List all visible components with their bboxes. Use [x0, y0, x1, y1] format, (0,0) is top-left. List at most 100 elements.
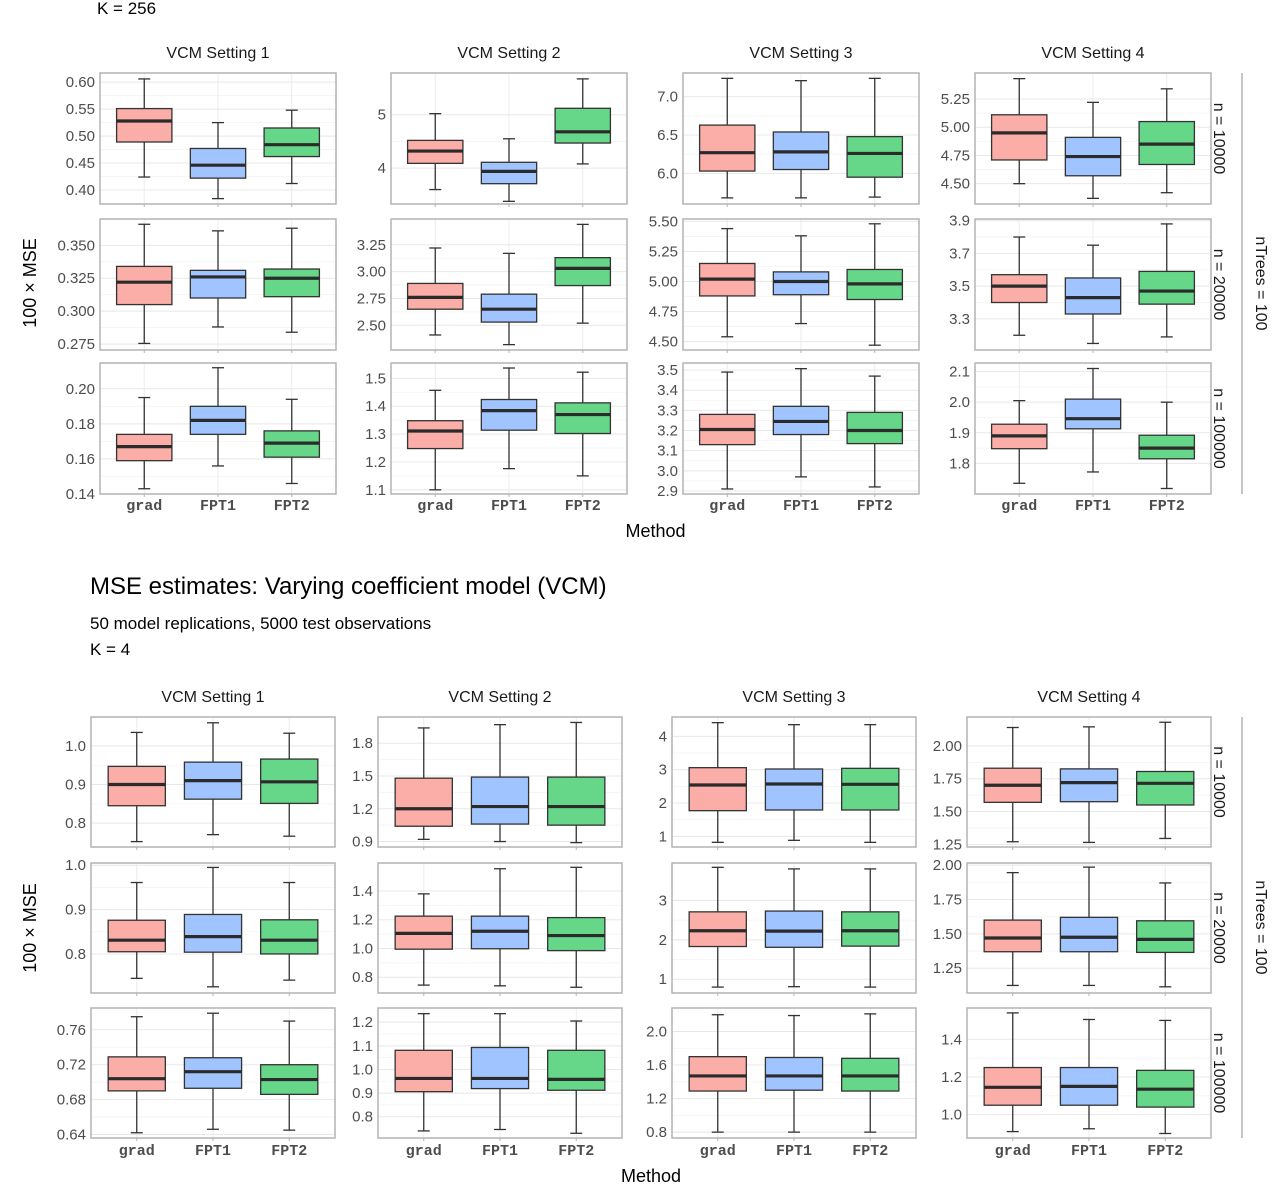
- box-fpt2: [263, 109, 321, 185]
- y-tick-label: 3.25: [357, 237, 386, 254]
- y-tick-label: 6.5: [657, 127, 678, 144]
- panel: 0.8 0.9 1.0: [65, 716, 336, 850]
- box-fpt2: [554, 223, 612, 324]
- facet-row-label: n = 10000: [1210, 103, 1227, 175]
- y-tick-label: 0.20: [66, 381, 95, 398]
- iqr-box: [983, 919, 1042, 953]
- box-fpt1: [764, 724, 824, 841]
- y-tick-label: 1.2: [352, 912, 373, 929]
- panel: 3.3 3.5 3.7 3.9: [949, 213, 1212, 353]
- x-tick-label: FPT2: [857, 498, 893, 515]
- x-tick-label: FPT1: [776, 1143, 812, 1160]
- y-tick-label: 1.0: [352, 940, 373, 957]
- x-tick-label: grad: [709, 498, 745, 515]
- panel-border: [682, 72, 920, 205]
- x-tick-label: grad: [995, 1143, 1031, 1160]
- panel: 45: [378, 72, 628, 207]
- x-tick-label: FPT1: [1075, 498, 1111, 515]
- iqr-box: [846, 135, 904, 178]
- iqr-box: [394, 777, 453, 827]
- iqr-box: [115, 107, 173, 143]
- y-tick-label: 1.50: [933, 804, 962, 821]
- y-tick-label: 0.9: [352, 1085, 373, 1102]
- y-tick-label: 1.9: [949, 425, 970, 442]
- box-fpt1: [189, 367, 247, 467]
- facet-column-label: VCM Setting 4: [1041, 45, 1144, 62]
- box-grad: [394, 1013, 453, 1132]
- y-tick-label: 3.4: [657, 382, 678, 399]
- panel-border: [90, 1007, 336, 1139]
- y-tick-label: 0.8: [65, 815, 86, 832]
- box-fpt1: [772, 235, 830, 325]
- box-fpt2: [846, 77, 904, 198]
- y-tick-label: 3: [659, 762, 667, 779]
- y-tick-label: 7.0: [657, 89, 678, 106]
- panel-border: [99, 72, 337, 205]
- x-tick-label: FPT1: [783, 498, 819, 515]
- iqr-box: [107, 1056, 166, 1092]
- x-tick-label: grad: [1001, 498, 1037, 515]
- box-fpt1: [1064, 367, 1122, 473]
- iqr-box: [990, 274, 1048, 304]
- box-fpt2: [547, 866, 606, 988]
- x-tick-label: FPT2: [1147, 1143, 1183, 1160]
- box-grad: [107, 881, 166, 980]
- y-tick-label: 0.300: [57, 303, 95, 320]
- figure-subtitle: 50 model replications, 5000 test observa…: [90, 614, 431, 633]
- y-tick-label: 0.55: [66, 101, 95, 118]
- panel-border: [671, 862, 917, 994]
- box-fpt1: [1059, 1018, 1119, 1130]
- box-grad: [990, 236, 1048, 336]
- y-tick-label: 0.325: [57, 270, 95, 287]
- panel-border: [377, 862, 623, 994]
- panel-border: [671, 1007, 917, 1139]
- box-fpt2: [547, 1020, 606, 1134]
- y-tick-label: 1.8: [949, 455, 970, 472]
- x-axis-title: Method: [625, 521, 685, 541]
- box-grad: [394, 893, 453, 986]
- iqr-box: [1059, 768, 1119, 803]
- y-tick-label: 1.8: [352, 735, 373, 752]
- y-tick-label: 1.0: [65, 857, 86, 874]
- box-grad: [107, 731, 166, 843]
- box-fpt2: [846, 375, 904, 488]
- y-tick-label: 5: [378, 107, 386, 124]
- box-fpt1: [470, 1013, 530, 1131]
- box-fpt1: [772, 80, 830, 199]
- box-fpt1: [183, 866, 243, 988]
- facet-group-label: nTrees = 100: [1252, 236, 1269, 330]
- x-tick-label: FPT2: [565, 498, 601, 515]
- box-grad: [698, 77, 756, 199]
- x-tick-label: FPT1: [1071, 1143, 1107, 1160]
- y-tick-label: 1.5: [352, 768, 373, 785]
- figure-2: MSE estimates: Varying coefficient model…: [20, 573, 1269, 1186]
- y-tick-label: 4.75: [649, 304, 678, 321]
- y-tick-label: 0.275: [57, 336, 95, 353]
- y-tick-label: 0.72: [57, 1057, 86, 1074]
- iqr-box: [470, 776, 530, 825]
- y-tick-label: 1: [659, 971, 667, 988]
- iqr-box: [183, 913, 243, 953]
- figure-title: MSE estimates: Varying coefficient model…: [90, 573, 607, 600]
- y-tick-label: 1: [659, 828, 667, 845]
- y-tick-label: 3.00: [357, 264, 386, 281]
- x-tick-label: FPT1: [482, 1143, 518, 1160]
- x-tick-label: FPT2: [1149, 498, 1185, 515]
- y-tick-label: 3.2: [657, 423, 678, 440]
- y-tick-label: 1.1: [365, 482, 386, 499]
- iqr-box: [554, 402, 612, 435]
- panel-border: [377, 716, 623, 848]
- y-tick-label: 0.68: [57, 1092, 86, 1109]
- y-tick-label: 4: [378, 160, 386, 177]
- iqr-box: [1136, 770, 1195, 806]
- panel: 0.275 0.300 0.325 0.350: [57, 218, 337, 353]
- box-fpt1: [470, 723, 530, 843]
- iqr-box: [547, 776, 606, 826]
- box-grad: [394, 727, 453, 841]
- panel: 6.0 6.5 7.0: [657, 72, 920, 207]
- box-fpt2: [1136, 1019, 1195, 1135]
- iqr-box: [263, 127, 321, 158]
- box-fpt1: [480, 138, 538, 202]
- y-tick-label: 4.50: [649, 334, 678, 351]
